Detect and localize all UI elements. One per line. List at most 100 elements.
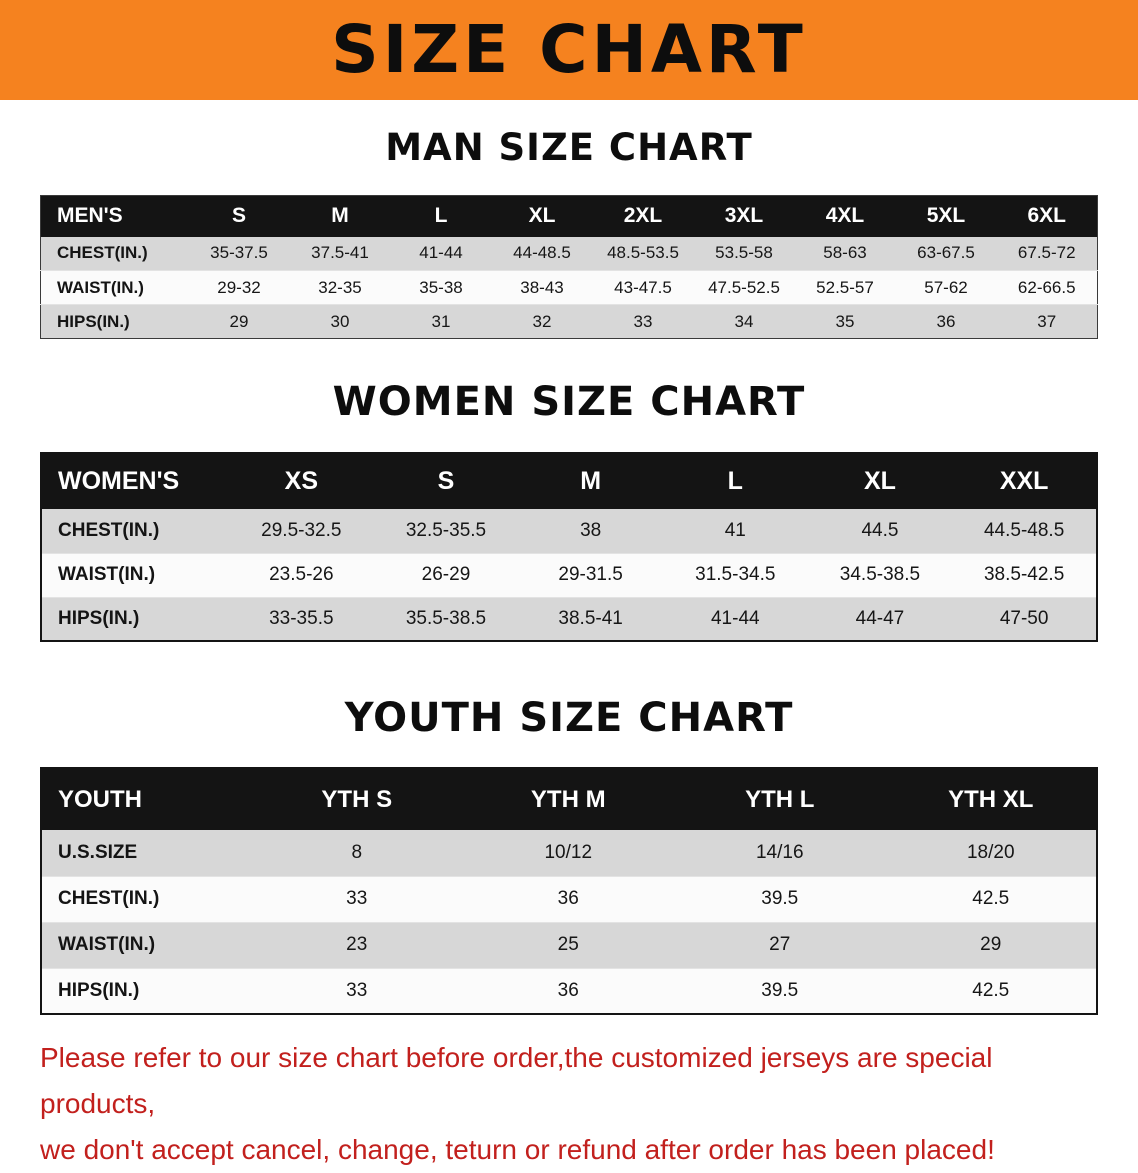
women-section-heading: WOMEN SIZE CHART bbox=[332, 379, 806, 425]
size-value-cell: 31 bbox=[431, 311, 451, 331]
size-value-cell: 34.5-38.5 bbox=[839, 564, 921, 585]
men-section-heading: MAN SIZE CHART bbox=[385, 126, 753, 169]
row-label: WAIST(IN.) bbox=[57, 277, 144, 297]
size-value-cell: 42.5 bbox=[972, 888, 1010, 909]
row-label: WAIST(IN.) bbox=[58, 564, 156, 585]
size-value-cell: 32 bbox=[532, 311, 552, 331]
size-value-cell: 25 bbox=[557, 934, 579, 955]
size-value-cell: 29 bbox=[980, 934, 1002, 955]
size-value-cell: 29-32 bbox=[217, 277, 261, 297]
size-value-cell: 58-63 bbox=[823, 243, 867, 263]
size-value-cell: 10/12 bbox=[544, 841, 593, 863]
size-value-cell: 41-44 bbox=[710, 607, 760, 629]
table-header-row: WOMEN'S XS S M L XL XXL bbox=[41, 453, 1097, 509]
size-header-cell: L bbox=[390, 195, 492, 237]
size-value-cell: 38-43 bbox=[520, 277, 564, 297]
men-size-table: MEN'S S M L XL 2XL 3XL 4XL 5XL 6XL CHEST(IN.) 35-37… bbox=[40, 195, 1098, 339]
size-header-cell: L bbox=[662, 453, 808, 509]
row-label: HIPS(IN.) bbox=[58, 607, 140, 629]
size-value-cell: 38.5-42.5 bbox=[983, 564, 1065, 585]
size-value-cell: 8 bbox=[351, 841, 363, 863]
size-value-cell: 35-37.5 bbox=[210, 243, 268, 263]
size-chart-banner: SIZE CHART bbox=[0, 0, 1138, 100]
row-label: HIPS(IN.) bbox=[57, 311, 130, 331]
size-header-cell: YTH L bbox=[674, 768, 886, 830]
size-value-cell: 57-62 bbox=[924, 277, 968, 297]
size-header-cell: YTH XL bbox=[885, 768, 1097, 830]
table-row: U.S.SIZE 8 10/12 14/16 18/20 bbox=[41, 830, 1097, 876]
table-row: HIPS(IN.) 29 30 31 32 33 34 35 36 37 bbox=[40, 304, 1098, 339]
size-value-cell: 63-67.5 bbox=[917, 243, 975, 263]
size-value-cell: 35 bbox=[835, 311, 855, 331]
row-label: CHEST(IN.) bbox=[58, 888, 160, 909]
size-value-cell: 29-31.5 bbox=[558, 564, 623, 585]
size-value-cell: 33 bbox=[346, 888, 368, 909]
size-value-cell: 34 bbox=[734, 311, 754, 331]
size-header-cell: S bbox=[373, 453, 519, 509]
size-value-cell: 23 bbox=[346, 934, 368, 955]
size-header-cell: XL bbox=[491, 195, 593, 237]
table-row: WAIST(IN.) 29-32 32-35 35-38 38-43 43-47.5 47.… bbox=[40, 270, 1098, 305]
size-header-cell: 6XL bbox=[996, 195, 1098, 237]
size-value-cell: 31.5-34.5 bbox=[695, 564, 776, 585]
size-value-cell: 44-48.5 bbox=[513, 243, 571, 263]
table-row: HIPS(IN.) 33-35.5 35.5-38.5 38.5-41 41-44 44-… bbox=[41, 597, 1097, 641]
row-label: HIPS(IN.) bbox=[58, 979, 140, 1001]
size-value-cell: 33-35.5 bbox=[269, 607, 334, 629]
size-value-cell: 47-50 bbox=[999, 607, 1049, 629]
size-value-cell: 53.5-58 bbox=[715, 243, 773, 263]
page-title: SIZE CHART bbox=[331, 11, 807, 88]
table-title-cell: YOUTH bbox=[41, 768, 251, 830]
table-row: WAIST(IN.) 23.5-26 26-29 29-31.5 31.5-34.5 34… bbox=[41, 553, 1097, 597]
table-row: HIPS(IN.) 33 36 39.5 42.5 bbox=[41, 968, 1097, 1014]
size-value-cell: 48.5-53.5 bbox=[607, 243, 679, 263]
size-value-cell: 14/16 bbox=[755, 841, 804, 863]
size-value-cell: 29.5-32.5 bbox=[261, 519, 342, 541]
size-value-cell: 39.5 bbox=[761, 888, 799, 909]
size-value-cell: 33 bbox=[633, 311, 653, 331]
size-value-cell: 35-38 bbox=[419, 277, 463, 297]
size-header-cell: YTH M bbox=[462, 768, 674, 830]
disclaimer-line: we don't accept cancel, change, teturn o… bbox=[40, 1134, 995, 1165]
size-value-cell: 43-47.5 bbox=[614, 277, 672, 297]
size-value-cell: 62-66.5 bbox=[1017, 277, 1076, 297]
size-value-cell: 37.5-41 bbox=[311, 243, 369, 263]
size-header-cell: 3XL bbox=[693, 195, 795, 237]
size-header-cell: XL bbox=[807, 453, 953, 509]
size-header-cell: 4XL bbox=[794, 195, 896, 237]
size-value-cell: 41 bbox=[724, 519, 746, 541]
table-row: CHEST(IN.) 29.5-32.5 32.5-35.5 38 41 44.5 44.5… bbox=[41, 509, 1097, 553]
size-header-cell: S bbox=[188, 195, 290, 237]
size-value-cell: 44.5 bbox=[861, 519, 899, 541]
row-label: CHEST(IN.) bbox=[57, 243, 148, 263]
size-value-cell: 67.5-72 bbox=[1017, 243, 1076, 263]
size-value-cell: 35.5-38.5 bbox=[405, 607, 487, 629]
youth-section-heading: YOUTH SIZE CHART bbox=[344, 695, 794, 741]
size-header-cell: YTH S bbox=[251, 768, 463, 830]
size-value-cell: 32-35 bbox=[318, 277, 362, 297]
size-value-cell: 32.5-35.5 bbox=[405, 519, 487, 541]
table-title-cell: WOMEN'S bbox=[41, 453, 229, 509]
size-value-cell: 39.5 bbox=[761, 979, 799, 1001]
size-value-cell: 30 bbox=[330, 311, 350, 331]
row-label: WAIST(IN.) bbox=[58, 934, 156, 955]
size-value-cell: 36 bbox=[557, 979, 579, 1001]
row-label: U.S.SIZE bbox=[58, 841, 138, 863]
size-value-cell: 44.5-48.5 bbox=[983, 519, 1065, 541]
size-value-cell: 26-29 bbox=[421, 564, 471, 585]
table-header-row: MEN'S S M L XL 2XL 3XL 4XL 5XL 6XL bbox=[40, 195, 1098, 237]
size-value-cell: 47.5-52.5 bbox=[708, 277, 780, 297]
order-disclaimer: Please refer to our size chart before or… bbox=[40, 1035, 1098, 1173]
table-header-row: YOUTH YTH S YTH M YTH L YTH XL bbox=[41, 768, 1097, 830]
size-value-cell: 18/20 bbox=[966, 841, 1015, 863]
size-header-cell: M bbox=[518, 453, 663, 509]
size-value-cell: 52.5-57 bbox=[816, 277, 874, 297]
size-header-cell: XS bbox=[229, 453, 374, 509]
table-title-cell: MEN'S bbox=[40, 195, 189, 237]
size-value-cell: 37 bbox=[1037, 311, 1057, 331]
size-value-cell: 33 bbox=[346, 979, 368, 1001]
size-value-cell: 38 bbox=[580, 519, 602, 541]
table-row: CHEST(IN.) 33 36 39.5 42.5 bbox=[41, 876, 1097, 922]
size-value-cell: 36 bbox=[936, 311, 956, 331]
size-value-cell: 41-44 bbox=[419, 243, 463, 263]
